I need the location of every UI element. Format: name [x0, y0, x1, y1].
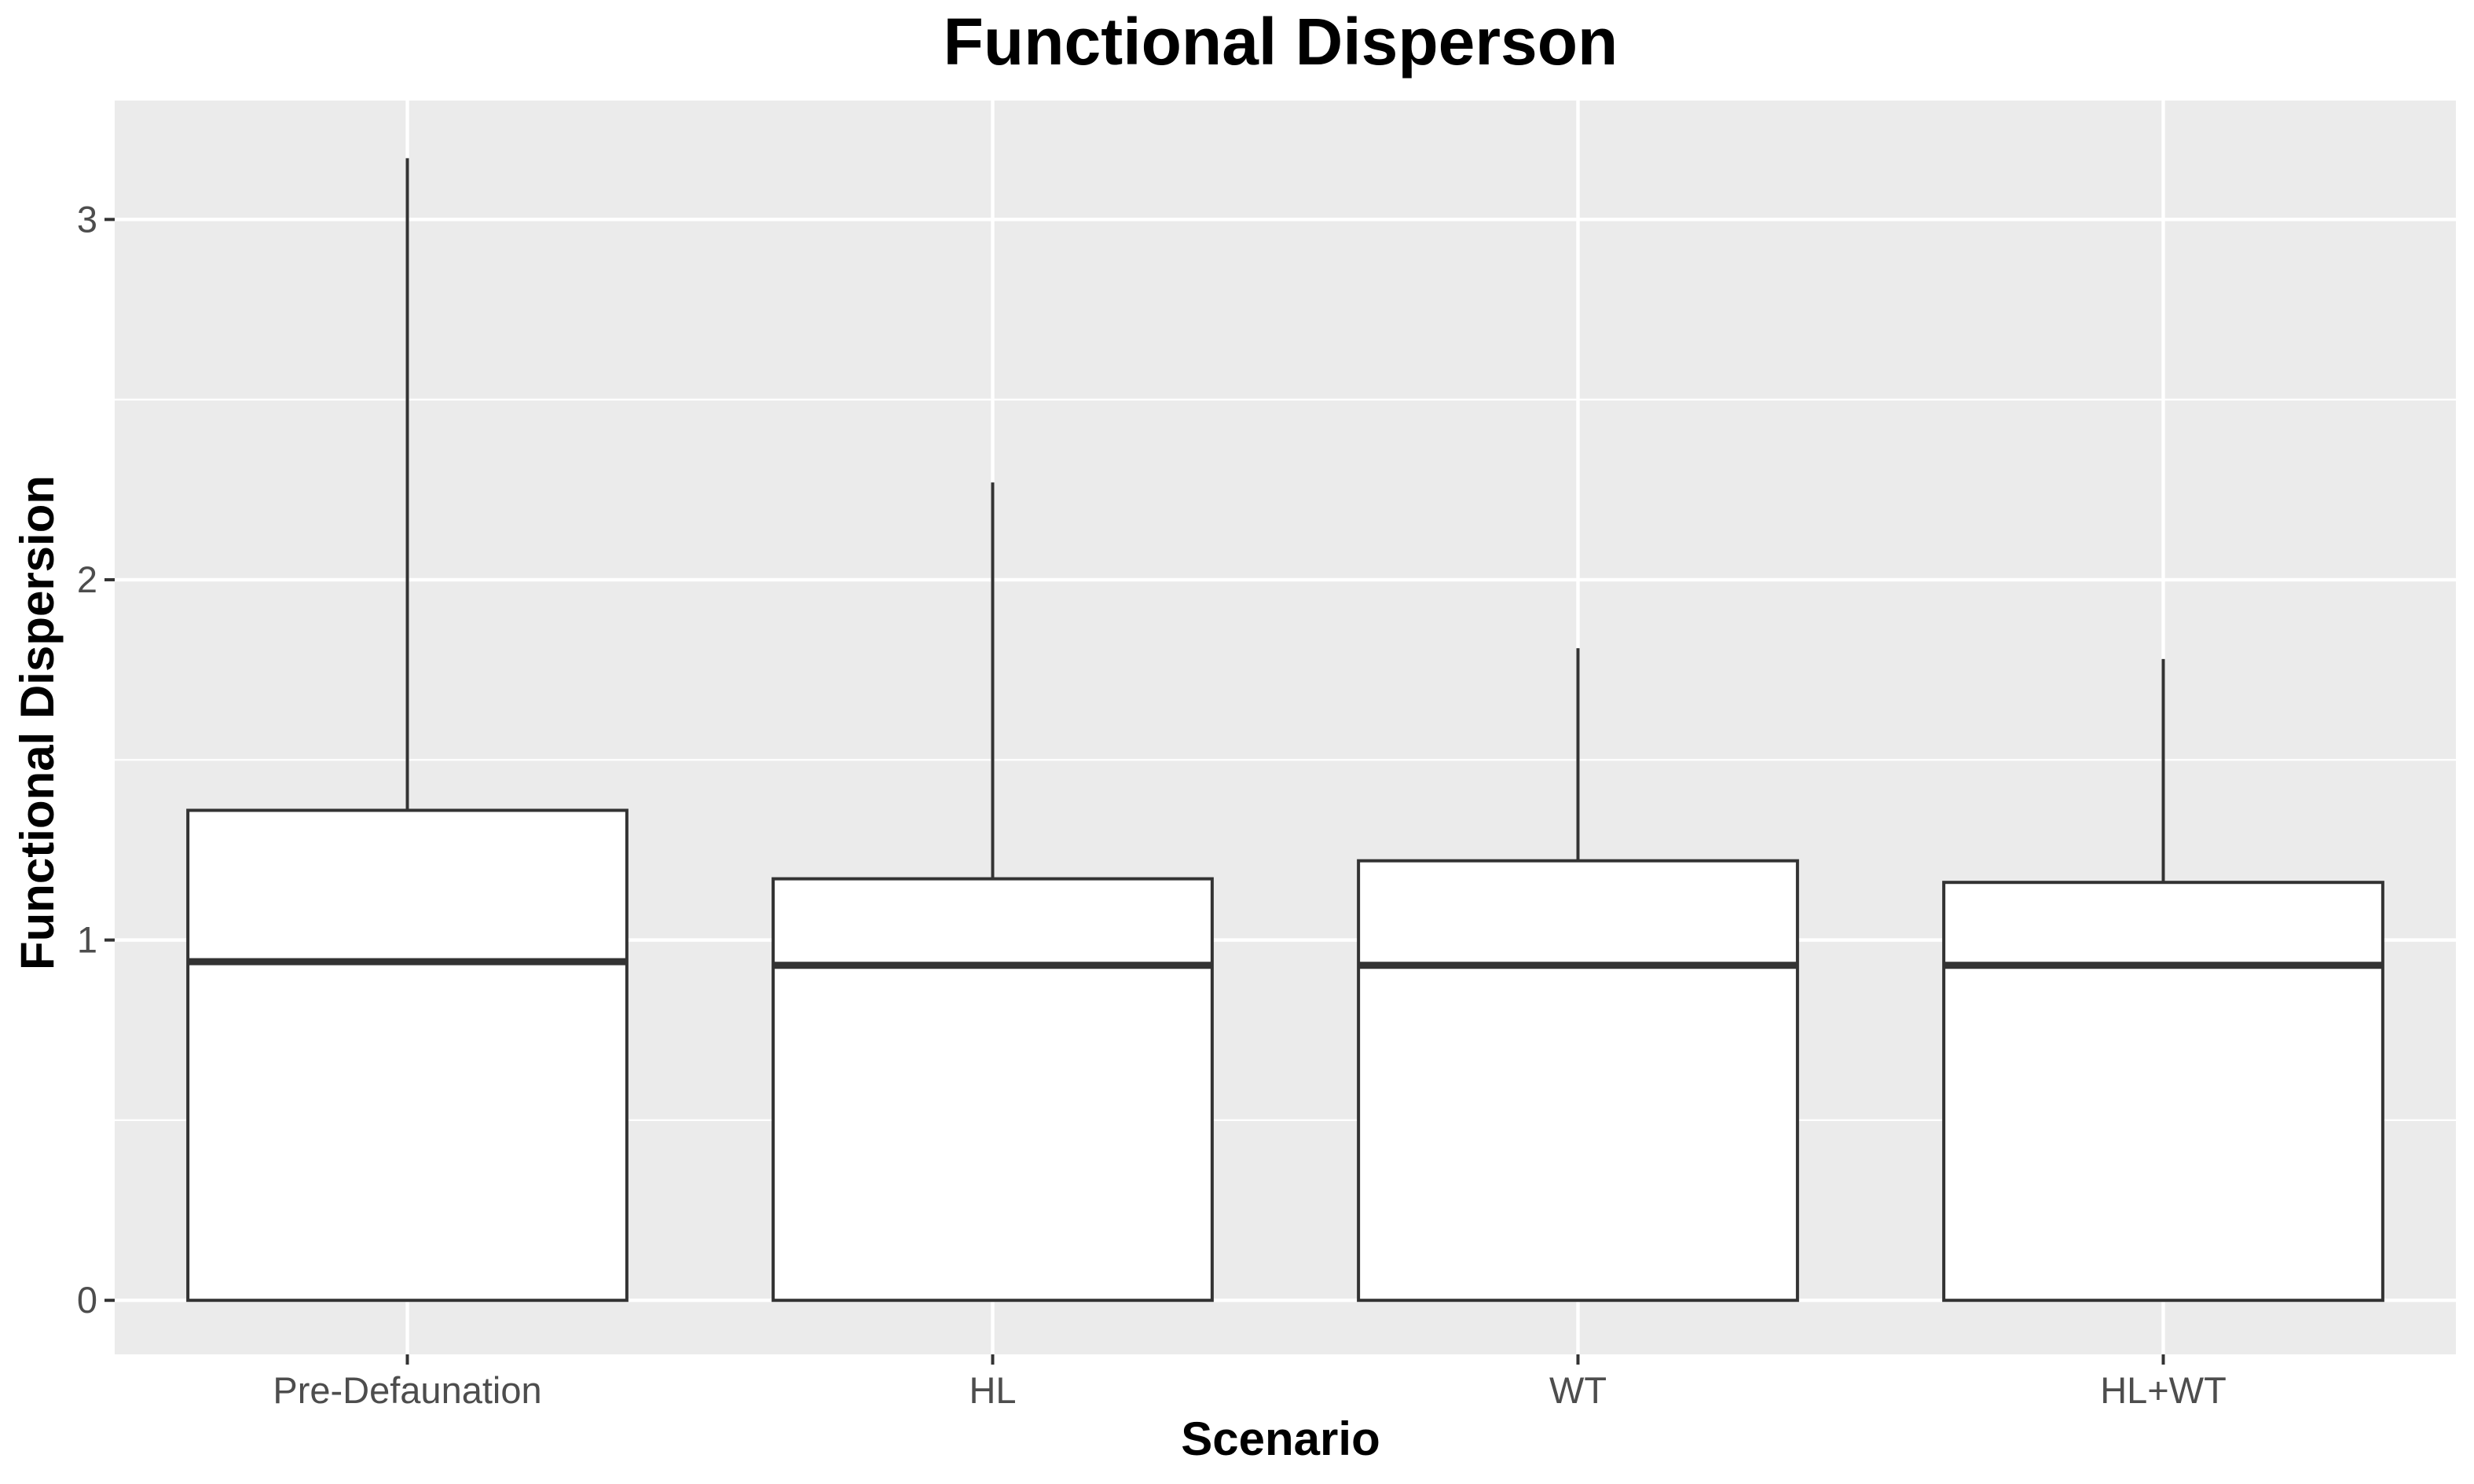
y-tick-label: 3 — [77, 198, 97, 240]
y-tick-label: 0 — [77, 1279, 97, 1321]
x-tick-label: Pre-Defaunation — [273, 1369, 541, 1411]
chart-title: Functional Disperson — [944, 5, 1618, 79]
y-axis-title: Functional Dispersion — [11, 475, 64, 970]
x-tick-label: HL — [969, 1369, 1016, 1411]
y-tick-label: 1 — [77, 919, 97, 961]
box-body — [1357, 859, 1799, 1303]
x-axis-title: Scenario — [1181, 1413, 1380, 1465]
box-body — [772, 877, 1214, 1303]
y-tick-label: 2 — [77, 559, 97, 600]
box-body — [186, 808, 629, 1303]
box-wt — [1357, 648, 1799, 1303]
box-hl — [772, 482, 1214, 1303]
box-hl-wt — [1942, 658, 2384, 1303]
y-axis: 0 1 2 3 — [77, 198, 115, 1321]
box-body — [1942, 881, 2384, 1303]
x-tick-label: HL+WT — [2100, 1369, 2227, 1411]
box-series — [186, 158, 2384, 1303]
x-axis: Pre-Defaunation HL WT HL+WT — [273, 1354, 2227, 1411]
box-pre-defaunation — [186, 158, 629, 1303]
x-tick-label: WT — [1549, 1369, 1607, 1411]
